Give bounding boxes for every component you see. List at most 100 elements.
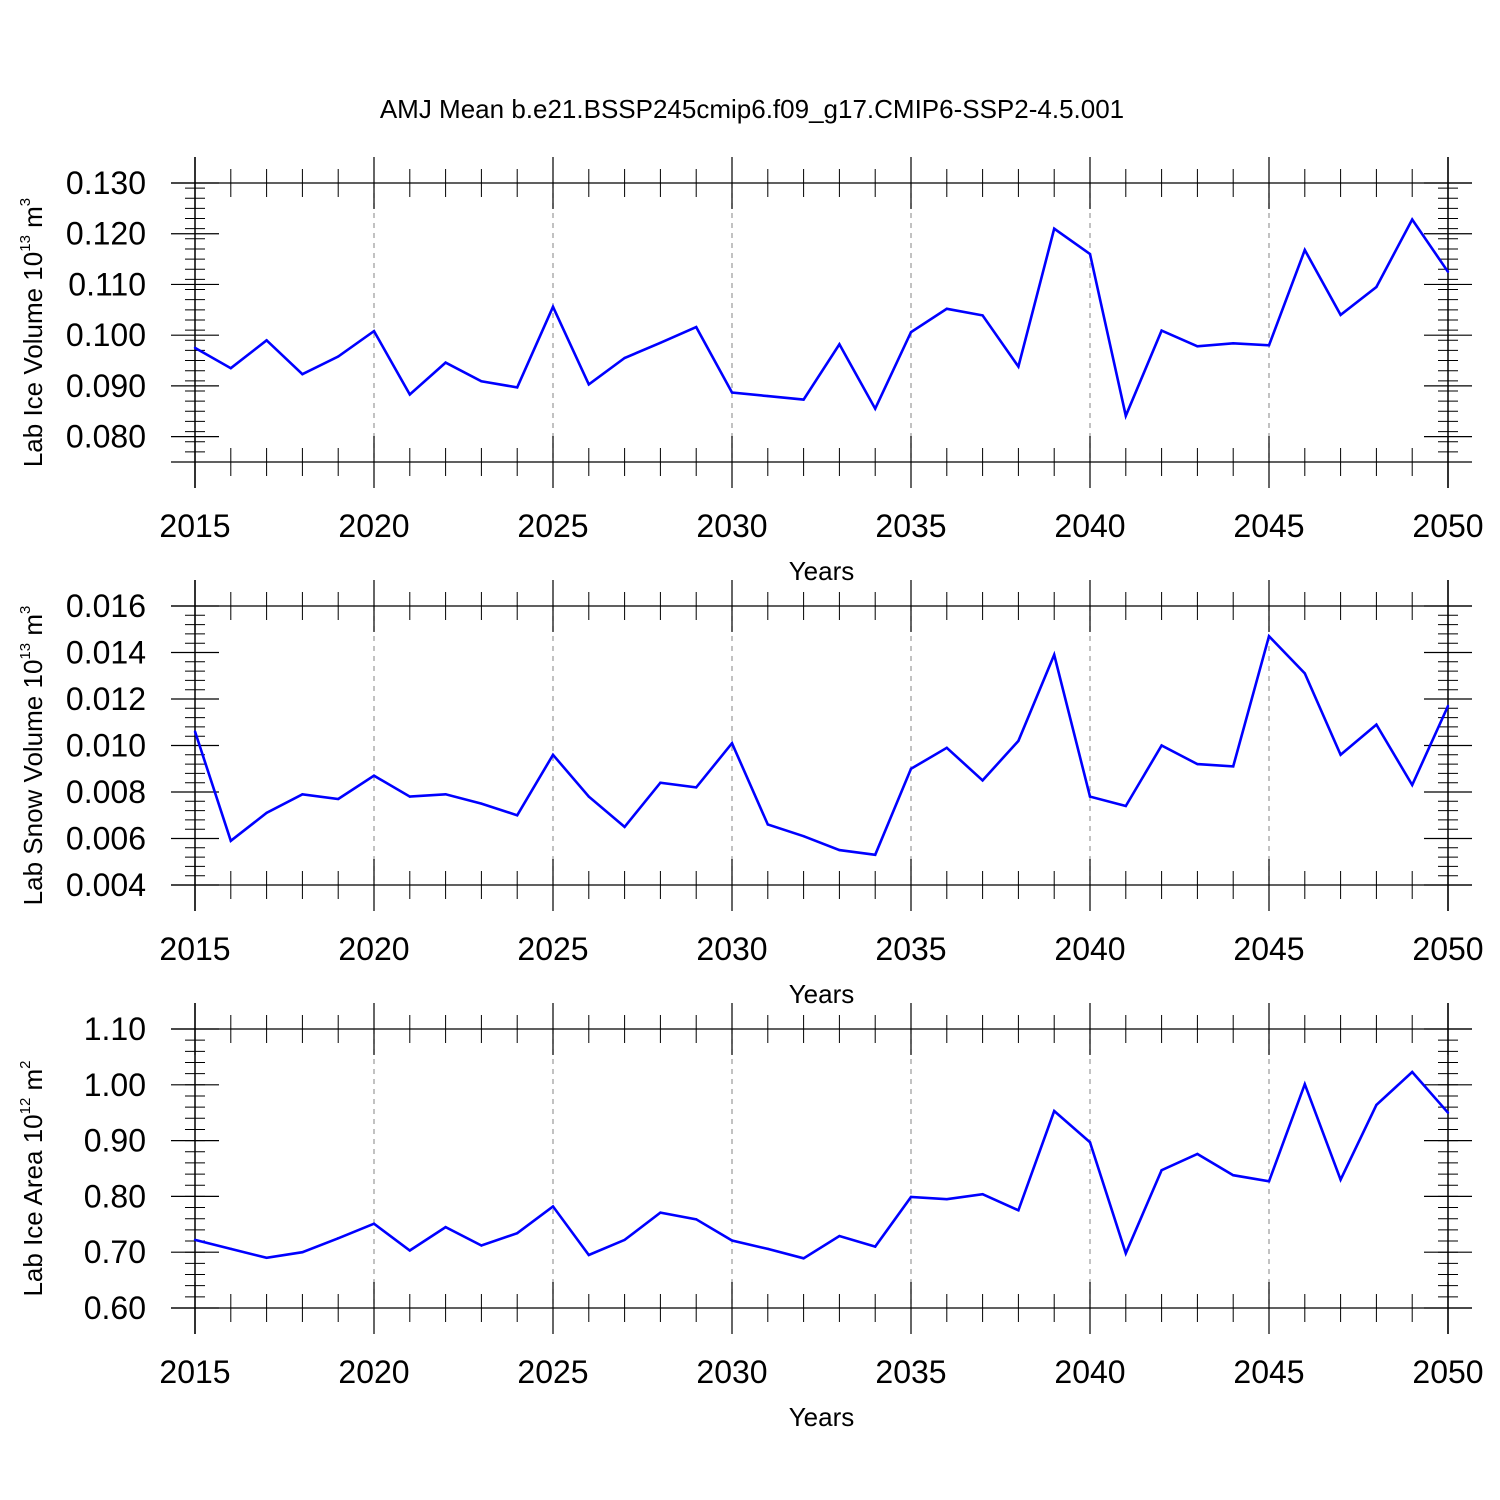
ytick-label: 0.006 — [66, 821, 146, 857]
data-point — [1053, 227, 1056, 230]
xtick-label: 2030 — [696, 1354, 767, 1390]
xtick-label: 2030 — [696, 508, 767, 544]
data-point — [730, 741, 734, 745]
data-point — [945, 746, 948, 750]
data-point — [587, 795, 590, 798]
data-point — [766, 1247, 769, 1251]
xtick-label: 2040 — [1054, 931, 1125, 967]
data-point — [480, 802, 483, 805]
data-point — [874, 407, 877, 410]
y-axis-label: Lab Ice Volume 1013 m3 — [17, 198, 48, 467]
data-point — [587, 1253, 590, 1257]
data-point — [265, 339, 268, 342]
data-point — [1411, 218, 1414, 221]
data-point — [229, 1247, 232, 1251]
x-axis-label: Years — [789, 979, 855, 1009]
xtick-label: 2020 — [338, 508, 409, 544]
ytick-label: 0.090 — [66, 368, 146, 404]
data-point — [802, 1257, 805, 1260]
data-point — [1446, 270, 1450, 273]
data-point — [1375, 1103, 1378, 1107]
data-point — [444, 1225, 447, 1229]
data-point — [909, 1195, 913, 1199]
xtick-label: 2045 — [1233, 931, 1304, 967]
data-point — [372, 1222, 376, 1225]
data-point — [1411, 783, 1414, 787]
data-point — [1160, 744, 1163, 747]
data-point — [551, 753, 555, 756]
xtick-label: 2040 — [1054, 1354, 1125, 1390]
data-point — [551, 305, 555, 308]
ytick-label: 0.130 — [66, 165, 146, 201]
ytick-label: 0.010 — [66, 728, 146, 764]
xtick-label: 2045 — [1233, 508, 1304, 544]
data-point — [838, 1234, 841, 1238]
xtick-label: 2015 — [159, 931, 230, 967]
data-point — [1196, 345, 1199, 348]
chart-title: AMJ Mean b.e21.BSSP245cmip6.f09_g17.CMIP… — [380, 94, 1124, 124]
ytick-label: 0.120 — [66, 216, 146, 252]
xtick-label: 2015 — [159, 508, 230, 544]
data-point — [444, 793, 447, 796]
panel-2: 0.004 0.006 0.008 0.010 0.012 0.014 0.016 2015 2… — [17, 580, 1484, 1009]
xtick-label: 2015 — [159, 1354, 230, 1390]
data-point — [1267, 635, 1271, 638]
data-point — [372, 774, 376, 777]
xtick-label: 2025 — [517, 1354, 588, 1390]
series-line — [194, 1070, 1449, 1260]
data-point — [945, 1197, 948, 1201]
data-point — [265, 811, 268, 815]
x-axis-label: Years — [789, 556, 855, 586]
data-point — [623, 1238, 626, 1242]
data-point — [838, 848, 841, 852]
data-point — [659, 781, 662, 784]
data-point — [909, 767, 913, 770]
ytick-label: 1.00 — [84, 1067, 146, 1103]
data-point — [909, 330, 913, 334]
data-point — [301, 793, 304, 796]
data-point — [337, 355, 340, 358]
data-point — [480, 380, 483, 383]
xtick-label: 2050 — [1412, 931, 1483, 967]
data-point — [1088, 1141, 1092, 1144]
ytick-label: 0.110 — [68, 266, 146, 302]
xtick-label: 2020 — [338, 1354, 409, 1390]
xtick-label: 2035 — [875, 508, 946, 544]
data-point — [766, 394, 769, 398]
ytick-label: 0.90 — [84, 1123, 146, 1159]
data-point — [659, 1211, 662, 1214]
data-point — [981, 779, 984, 782]
data-point — [1017, 739, 1020, 743]
data-point — [1196, 1152, 1199, 1156]
ytick-label: 0.100 — [66, 317, 146, 353]
data-point — [193, 346, 197, 350]
data-point — [802, 834, 805, 838]
data-point — [623, 825, 626, 829]
data-point — [874, 853, 877, 856]
data-point — [659, 341, 662, 344]
data-point — [695, 1218, 698, 1221]
xtick-label: 2025 — [517, 508, 588, 544]
data-point — [1124, 1252, 1128, 1255]
data-point — [1160, 1168, 1163, 1172]
data-point — [945, 307, 948, 311]
data-point — [1232, 342, 1235, 345]
data-point — [408, 393, 411, 396]
data-point — [372, 329, 376, 333]
y-axis-label: Lab Snow Volume 1013 m3 — [17, 606, 48, 906]
xtick-label: 2030 — [696, 931, 767, 967]
data-point — [408, 795, 411, 798]
data-point — [444, 361, 447, 364]
xtick-label: 2035 — [875, 931, 946, 967]
ytick-label: 0.080 — [66, 419, 146, 455]
data-point — [229, 839, 232, 843]
data-point — [1267, 344, 1271, 347]
data-point — [1375, 285, 1378, 289]
data-point — [1339, 313, 1342, 317]
data-point — [1088, 252, 1092, 256]
y-axis-label: Lab Ice Area 1012 m2 — [17, 1060, 48, 1296]
data-point — [193, 1238, 197, 1242]
data-point — [1053, 1109, 1056, 1113]
xtick-label: 2050 — [1412, 508, 1483, 544]
